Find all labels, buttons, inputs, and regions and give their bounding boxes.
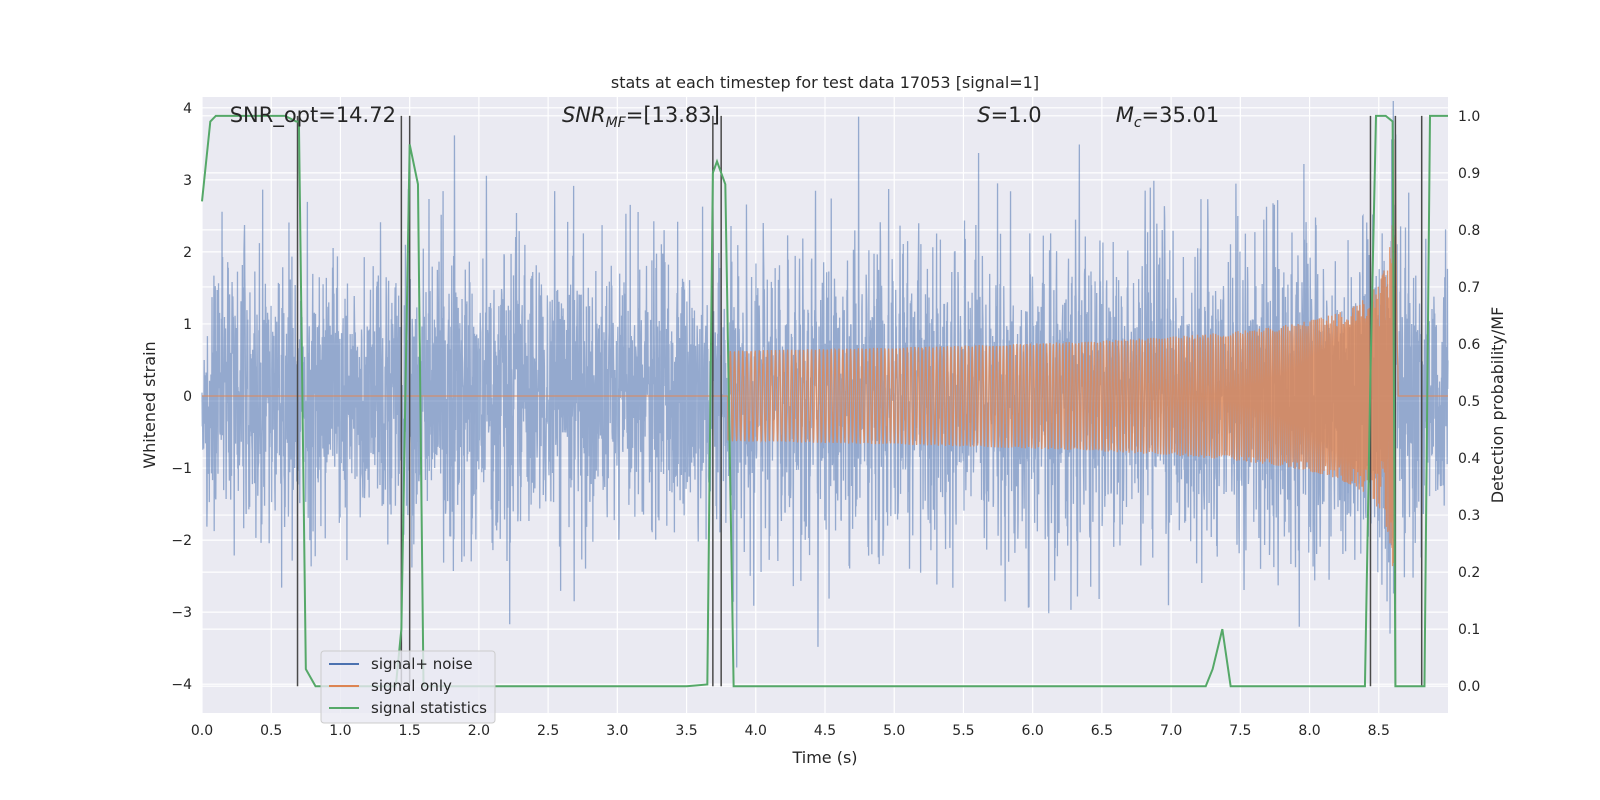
y2-axis-label: Detection probability/MF — [1488, 307, 1507, 504]
x-axis-label: Time (s) — [791, 748, 857, 767]
x-tick-label: 2.5 — [537, 723, 559, 739]
x-tick-label: 7.5 — [1229, 723, 1251, 739]
legend-label-signal-only: signal only — [371, 677, 452, 695]
y2-tick-label: 0.7 — [1458, 280, 1480, 296]
x-tick-label: 1.0 — [329, 723, 351, 739]
x-tick-label: 3.0 — [606, 723, 628, 739]
y2-tick-label: 0.2 — [1458, 565, 1480, 581]
y-tick-label: −3 — [171, 605, 192, 621]
y-tick-label: 1 — [183, 317, 192, 333]
x-tick-label: 5.0 — [883, 723, 905, 739]
annotations: SNR_opt=14.72 SNRMF=[13.83] S=1.0 Mc=35.01 — [230, 103, 1220, 131]
y-tick-label: 0 — [183, 389, 192, 405]
y2-tick-label: 0.8 — [1458, 223, 1480, 239]
signal-statistics-series — [201, 114, 1448, 688]
legend-box — [320, 650, 496, 724]
annotation-1: SNRMF=[13.83] — [562, 103, 720, 131]
legend-label-signal-noise: signal+ noise — [371, 655, 473, 673]
y-axis-ticks: −4 −3 −2 −1 0 1 2 3 4 — [171, 101, 192, 693]
y-tick-label: 4 — [183, 101, 192, 117]
y2-tick-label: 0.6 — [1458, 337, 1480, 353]
x-tick-label: 5.5 — [952, 723, 974, 739]
x-tick-label: 8.0 — [1298, 723, 1320, 739]
annotation-3: Mc=35.01 — [1116, 103, 1220, 131]
x-tick-label: 4.5 — [814, 723, 836, 739]
annotation-0: SNR_opt=14.72 — [230, 103, 396, 128]
x-tick-label: 7.0 — [1160, 723, 1182, 739]
y-tick-label: −4 — [171, 677, 192, 693]
y2-tick-label: 1.0 — [1458, 109, 1480, 125]
x-tick-label: 2.0 — [468, 723, 490, 739]
y2-tick-label: 0.0 — [1458, 679, 1480, 695]
y-tick-label: −1 — [171, 461, 192, 477]
x-tick-label: 6.0 — [1022, 723, 1044, 739]
x-tick-label: 0.5 — [260, 723, 282, 739]
legend-label-signal-statistics: signal statistics — [371, 699, 487, 717]
x-tick-label: 6.5 — [1091, 723, 1113, 739]
y2-tick-label: 0.1 — [1458, 622, 1480, 638]
x-tick-label: 8.5 — [1368, 723, 1390, 739]
y2-tick-label: 0.4 — [1458, 451, 1480, 467]
y-axis-label: Whitened strain — [140, 341, 159, 468]
y2-axis-ticks: 0.0 0.1 0.2 0.3 0.4 0.5 0.6 0.7 0.8 0.9 1.0 — [1458, 109, 1480, 695]
x-tick-label: 4.0 — [745, 723, 767, 739]
x-axis-ticks: 0.0 0.5 1.0 1.5 2.0 2.5 3.0 3.5 4.0 4.5 5.0 5.5 6.0 6… — [191, 723, 1390, 739]
y2-tick-label: 0.9 — [1458, 166, 1480, 182]
x-tick-label: 1.5 — [399, 723, 421, 739]
y-tick-label: −2 — [171, 533, 192, 549]
y-tick-label: 2 — [183, 245, 192, 261]
y2-tick-label: 0.3 — [1458, 508, 1480, 524]
y2-tick-label: 0.5 — [1458, 394, 1480, 410]
legend: signal+ noise signal only signal statist… — [320, 650, 496, 724]
chart-title: stats at each timestep for test data 170… — [611, 73, 1039, 92]
annotation-2: S=1.0 — [977, 103, 1041, 127]
y-tick-label: 3 — [183, 173, 192, 189]
signal-statistics-line — [201, 114, 1448, 688]
x-tick-label: 0.0 — [191, 723, 213, 739]
x-tick-label: 3.5 — [675, 723, 697, 739]
